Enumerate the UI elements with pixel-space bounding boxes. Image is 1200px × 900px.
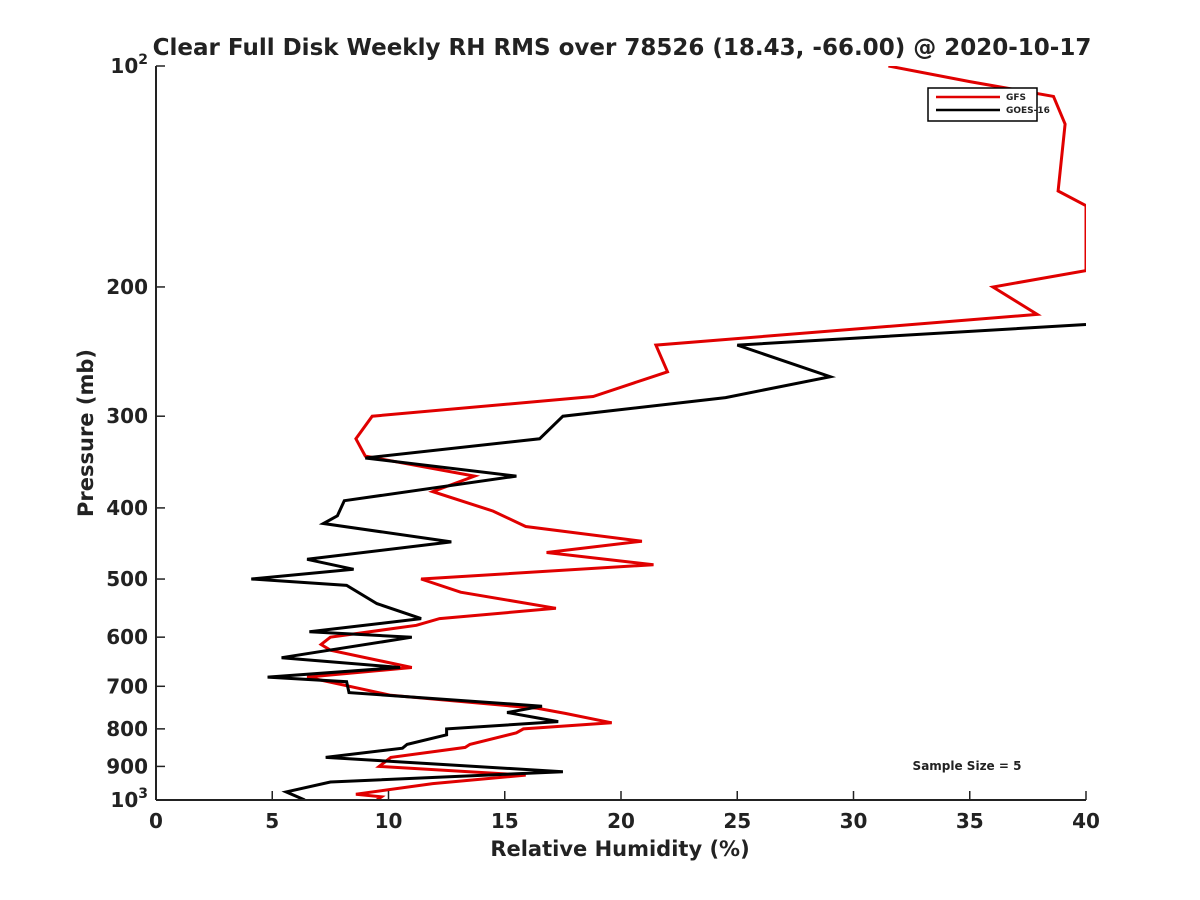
series-line-goes16 <box>251 323 1086 800</box>
legend-box <box>927 87 1038 122</box>
x-tick-label: 35 <box>956 809 984 833</box>
y-tick-label: 400 <box>106 496 148 520</box>
y-tick-label: 200 <box>106 275 148 299</box>
y-tick-label: 102 <box>110 52 148 78</box>
axes: 0 5 10 15 20 25 30 35 40102200300400500600700800… <box>106 52 1100 833</box>
legend-label-goes16: GOES-16 <box>1006 106 1050 116</box>
chart-title: Clear Full Disk Weekly RH RMS over 78526… <box>153 35 1092 61</box>
y-tick-label: 700 <box>106 674 148 698</box>
x-tick-label: 20 <box>607 809 635 833</box>
x-axis-label: Relative Humidity (%) <box>490 837 749 861</box>
x-tick-label: 40 <box>1072 809 1100 833</box>
y-tick-label-exponent: 2 <box>138 52 148 68</box>
series-line-gfs <box>306 66 1086 800</box>
x-tick-label: 15 <box>491 809 519 833</box>
y-tick-label: 800 <box>106 717 148 741</box>
x-tick-label: 10 <box>375 809 403 833</box>
y-axis-label: Pressure (mb) <box>74 349 98 517</box>
y-tick-label-base: 10 <box>110 54 138 78</box>
x-tick-label: 0 <box>149 809 163 833</box>
y-tick-label: 103 <box>110 786 148 812</box>
legend-label-gfs: GFS <box>1006 93 1026 103</box>
x-tick-label: 25 <box>723 809 751 833</box>
y-tick-label: 900 <box>106 754 148 778</box>
x-tick-label: 30 <box>840 809 868 833</box>
y-tick-label-base: 10 <box>110 788 138 812</box>
x-tick-label: 5 <box>265 809 279 833</box>
y-tick-label: 300 <box>106 404 148 428</box>
y-tick-label-exponent: 3 <box>138 786 148 802</box>
series-layer <box>251 66 1086 800</box>
y-tick-label: 600 <box>106 625 148 649</box>
legend: GFS GOES-16 <box>927 87 1050 122</box>
y-tick-label: 500 <box>106 567 148 591</box>
sample-size-annotation: Sample Size = 5 <box>913 759 1022 773</box>
